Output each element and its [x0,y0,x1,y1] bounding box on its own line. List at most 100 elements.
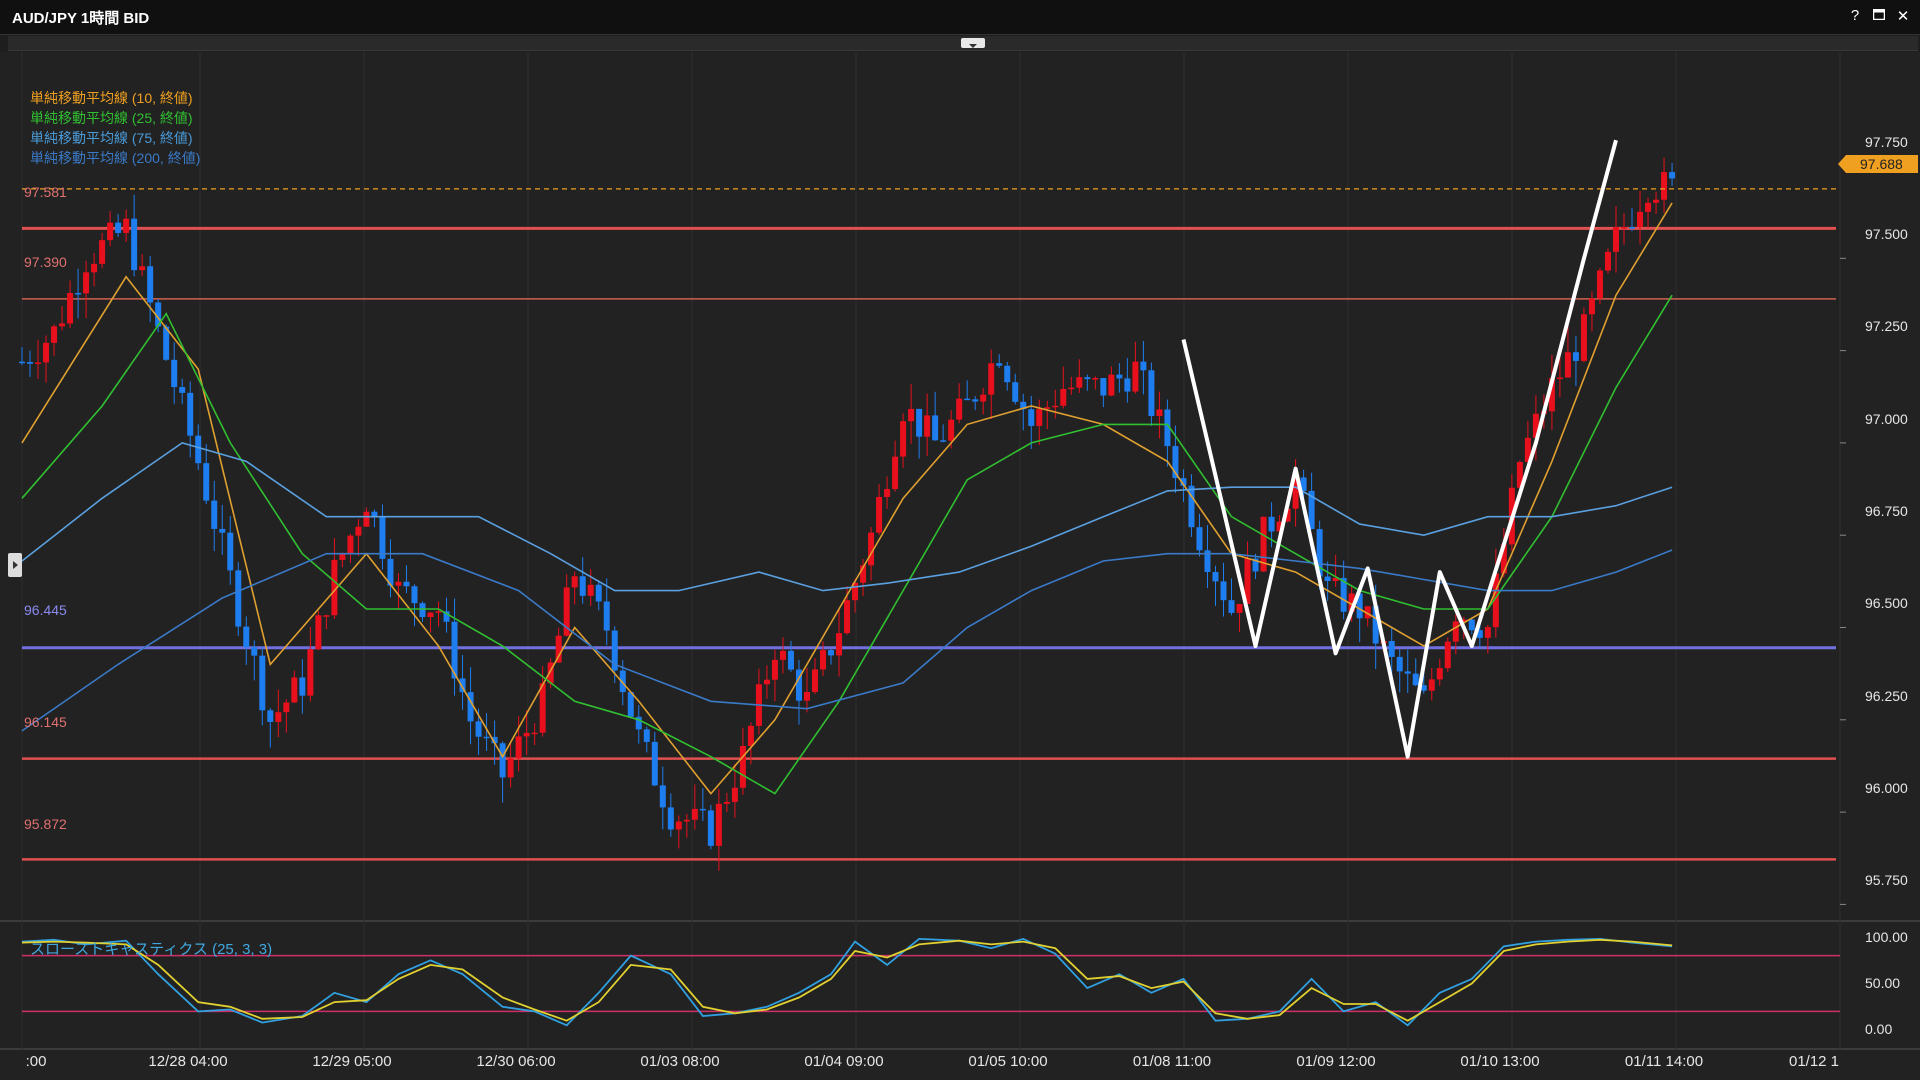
candle-body [707,810,714,846]
candle-body [1172,446,1179,479]
candle-body [932,415,939,441]
candle-body [131,218,138,271]
candle-body [1532,413,1539,438]
candle-body [579,576,586,596]
help-button[interactable]: ? [1850,7,1860,24]
candle-body [1653,199,1660,203]
candle-body [1621,227,1627,229]
x-tick: 01/08 11:00 [1132,1053,1212,1070]
candle-body [1604,251,1611,271]
candle-body [1252,558,1259,572]
candle-body [1100,378,1107,396]
candle-body [1661,172,1668,200]
candle-body [956,398,963,420]
candle-body [411,586,418,604]
maximize-icon[interactable] [1869,7,1889,20]
candle-body [291,677,298,703]
stoch-y-tick: 50.00 [1865,975,1901,991]
candle-body [1140,361,1147,371]
candle-body [1292,477,1299,509]
candle-body [860,565,867,583]
candle-body [948,419,955,441]
candle-body [988,363,995,395]
candle-body [363,511,370,527]
candle-body [307,649,314,696]
candle-body [547,662,554,684]
y-tick: 97.500 [1865,226,1908,242]
candle-body [1476,630,1483,638]
candle-body [467,692,474,722]
candle-body [659,785,666,808]
collapse-toggle[interactable] [961,38,985,48]
candle-body [403,581,410,587]
candle-body [539,683,546,733]
y-tick: 97.000 [1865,411,1908,427]
candle-body [395,581,402,586]
zigzag-annotation [1181,139,1618,759]
candle-body [283,702,290,713]
chart-toolbar [8,36,1918,51]
candle-body [315,615,322,650]
candle-body [603,601,610,631]
candle-body [323,615,330,617]
candle-body [1324,576,1331,582]
candle-body [251,647,258,656]
candle-body [611,630,618,671]
x-tick: 01/12 1 [1788,1053,1840,1070]
line-label-97581: 97.581 [24,184,67,200]
candle-body [715,803,722,846]
title-bar: AUD/JPY 1時間 BID ? ✕ [0,0,1920,35]
candle-body [1196,527,1203,551]
candle-body [515,736,522,759]
stoch-d-line [21,938,1673,1022]
close-icon[interactable]: ✕ [1896,8,1910,25]
candle-body [1052,405,1059,408]
candle-body [43,342,50,363]
candle-body [459,678,466,693]
candle-body [147,266,154,303]
candle-body [371,511,378,517]
candle-body [1524,437,1531,462]
candle-body [339,553,346,560]
candle-body [1364,606,1371,619]
candle-body [227,532,234,571]
candle-body [747,725,754,747]
candle-body [507,758,514,778]
candle-body [203,463,210,501]
candle-body [67,292,74,324]
candle-body [803,691,810,701]
x-tick: 01/05 10:00 [968,1053,1048,1070]
candle-body [1020,401,1027,410]
ma-line [21,549,1673,732]
candle-body [1412,673,1419,686]
candle-body [379,516,386,559]
candle-body [1460,619,1467,622]
candle-body [691,808,698,820]
candle-body [1332,577,1339,582]
candle-body [1588,298,1595,315]
candle-body [900,421,907,457]
candle-body [1108,374,1115,396]
window-title: AUD/JPY 1時間 BID [12,10,150,27]
candle-body [651,741,658,786]
stochastic-label: スローストキャスティクス (25, 3, 3) [30,941,273,958]
stochastic-area [0,922,1920,1080]
side-panel-toggle[interactable] [8,553,22,577]
candle-body [523,732,530,737]
candle-body [1244,558,1251,605]
candle-body [1268,516,1275,532]
ma-legend: 単純移動平均線 (10, 終値) 単純移動平均線 (25, 終値) 単純移動平均… [30,88,200,168]
stoch-y-tick: 100.00 [1865,929,1908,945]
candle-body [1164,409,1171,447]
candle-body [1308,490,1315,530]
candle-body [619,670,626,693]
candle-body [1596,270,1603,299]
candle-body [1436,668,1443,680]
candle-body [1044,407,1051,409]
candle-body [155,302,162,327]
y-tick: 96.250 [1865,688,1908,704]
candle-body [387,558,394,586]
candle-body [451,621,458,679]
candle-body [844,600,851,634]
